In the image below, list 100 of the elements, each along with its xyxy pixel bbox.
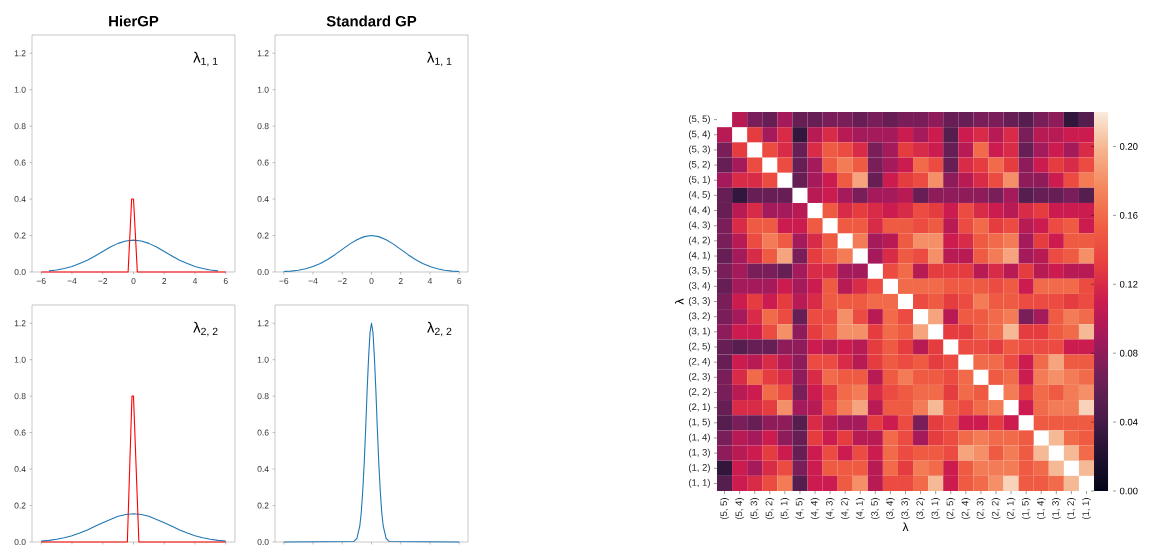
chart-title: HierGP [109,15,159,27]
y-tick-label: (1, 4) [688,433,710,443]
y-tick-label: 0.4 [14,466,26,473]
y-tick-label: 0.2 [257,502,269,509]
annotation: λ$_{1, 1}$ [193,51,218,67]
y-tick-label: (3, 2) [688,312,710,322]
x-tick-label: (4, 5) [795,498,805,520]
y-tick-label: 1.0 [257,86,269,93]
x-tick-label: 4 [192,278,198,284]
y-tick-label: 0.6 [257,429,269,436]
y-tick-label: 0.0 [14,269,26,275]
x-tick-label: (5, 5) [720,498,729,520]
line-series [283,322,460,543]
y-tick-label: 0.6 [14,159,26,166]
x-tick-label: −4 [67,278,77,284]
y-tick-label: (2, 5) [688,342,710,352]
y-tick-label: 0.8 [14,393,26,400]
y-axis-title: λ [674,298,684,305]
x-tick-label: −6 [279,278,289,285]
y-tick-label: 0.6 [14,429,26,436]
x-tick-label: (2, 5) [946,498,956,520]
x-tick-label: (3, 2) [916,498,925,520]
annotation: λ$_{2, 2}$ [193,321,218,337]
y-tick-label: 0.8 [257,123,269,130]
y-tick-label: 0.2 [257,232,269,239]
x-tick-label: (1, 4) [1036,498,1046,520]
x-tick-label: (1, 2) [1066,498,1076,520]
y-tick-label: 0.8 [14,123,26,130]
y-tick-label: (5, 4) [688,130,710,140]
y-tick-label: (1, 5) [688,418,710,428]
y-tick-label: 1.2 [257,320,269,327]
y-tick-label: 0.6 [257,159,269,166]
y-tick-label: 0.0 [257,539,269,545]
y-tick-label: (4, 4) [688,206,710,215]
y-tick-label: 0.2 [14,502,26,509]
x-tick-label: (2, 1) [1006,498,1016,520]
y-tick-label: (4, 5) [688,190,710,200]
annotation: λ$_{2, 2}$ [427,321,452,337]
y-tick-label: (4, 1) [688,251,710,261]
x-tick-label: (3, 1) [931,498,941,520]
x-tick-label: (1, 1) [1082,498,1091,520]
x-tick-label: 6 [457,278,462,285]
y-tick-label: 1.2 [257,50,269,57]
y-tick-label: (2, 1) [688,403,710,413]
line-series [48,239,219,272]
x-tick-label: (3, 5) [870,498,880,520]
y-tick-label: (1, 1) [688,479,710,488]
y-tick-label: (2, 3) [688,372,710,382]
y-tick-label: 0.2 [14,232,26,239]
y-tick-label: 1.0 [14,86,26,93]
y-tick-label: 0.0 [14,539,26,545]
y-tick-label: 1.2 [14,320,26,327]
x-tick-label: −6 [36,278,46,285]
y-tick-label: 1.2 [14,50,26,57]
y-tick-label: (5, 5) [688,115,710,124]
y-tick-label: (1, 3) [688,448,710,458]
x-tick-label: 0 [131,278,136,285]
line-series [283,234,460,272]
y-tick-label: (4, 3) [688,221,710,231]
line-series [40,513,227,542]
color-bar-label: 0.12 [1119,280,1138,288]
annotation: λ$_{1, 1}$ [427,51,452,67]
x-tick-label: (2, 3) [976,498,986,520]
x-tick-label: (4, 1) [855,498,865,520]
x-tick-label: (2, 4) [961,498,971,520]
color-bar-label: 0.08 [1119,349,1138,357]
x-tick-label: (5, 2) [765,498,775,520]
x-tick-label: 6 [223,278,228,285]
y-tick-label: (5, 3) [688,145,710,155]
y-tick-label: 0.4 [14,196,26,203]
x-tick-label: 4 [427,278,433,284]
color-bar-label: 0.00 [1119,487,1138,495]
y-tick-label: (2, 4) [688,357,710,367]
x-tick-label: (5, 3) [750,498,760,520]
y-tick-label: (2, 2) [688,388,710,397]
x-tick-label: (4, 4) [810,498,820,520]
y-tick-label: (3, 1) [688,327,710,337]
x-tick-label: (2, 2) [991,498,1001,520]
y-tick-label: 1.0 [257,356,269,363]
x-tick-label: 2 [398,278,403,284]
x-tick-label: −2 [98,278,108,284]
y-tick-label: 1.0 [14,356,26,363]
y-tick-label: (3, 3) [688,297,710,306]
y-tick-label: 0.4 [257,196,269,203]
x-tick-label: −2 [337,278,347,284]
y-tick-label: (5, 1) [688,175,710,185]
y-tick-label: (5, 2) [688,160,710,170]
x-tick-label: (4, 3) [825,498,835,520]
y-tick-label: 0.8 [257,393,269,400]
x-tick-label: −4 [308,278,318,284]
color-bar-label: 0.20 [1119,143,1138,150]
chart-title: Standard GP [326,15,417,27]
x-tick-label: (1, 5) [1021,498,1031,520]
color-bar-label: 0.16 [1119,212,1138,219]
x-tick-label: (5, 4) [735,498,745,520]
color-bar-label: 0.04 [1119,418,1138,426]
x-tick-label: 0 [369,278,374,285]
x-tick-label: (3, 4) [886,498,895,520]
x-axis-title: λ [902,522,909,532]
x-tick-label: 2 [162,278,167,284]
